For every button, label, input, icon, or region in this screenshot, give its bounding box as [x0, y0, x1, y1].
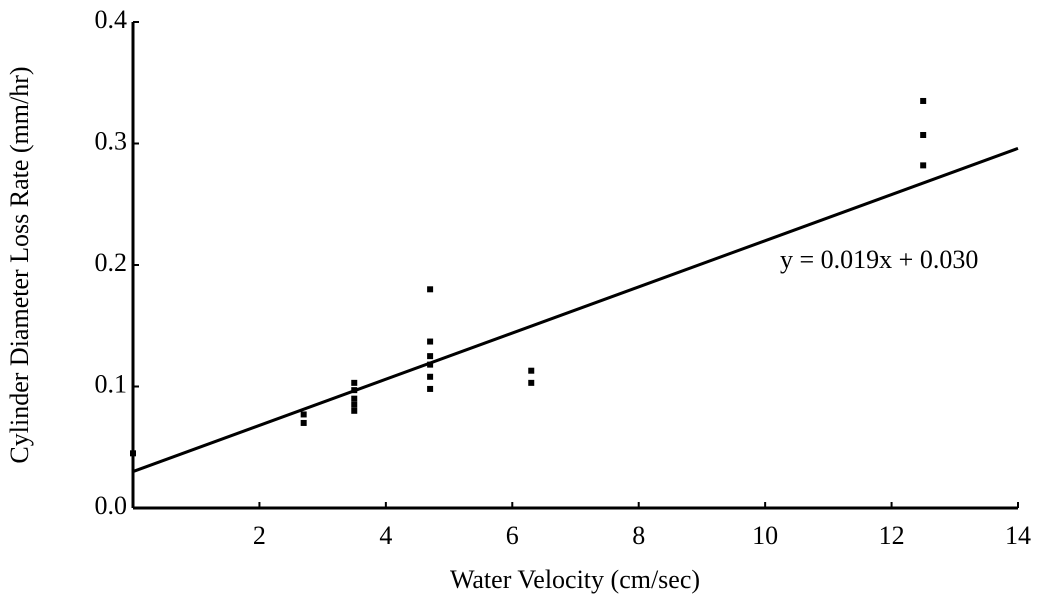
- point: [351, 387, 358, 394]
- point: [427, 361, 434, 368]
- x-tick-label: 12: [879, 521, 905, 550]
- point: [130, 450, 136, 457]
- y-tick-label: 0.0: [95, 491, 128, 520]
- point: [427, 286, 434, 293]
- y-tick-label: 0.4: [95, 5, 128, 34]
- point: [300, 411, 307, 418]
- x-tick-label: 8: [632, 521, 645, 550]
- point: [351, 401, 358, 408]
- x-tick-label: 2: [253, 521, 266, 550]
- point: [528, 379, 535, 386]
- point: [920, 131, 927, 138]
- point: [351, 407, 358, 414]
- point: [528, 367, 535, 374]
- fit-line: [132, 146, 1019, 473]
- point: [351, 379, 358, 386]
- point: [300, 419, 307, 426]
- point: [427, 338, 434, 345]
- x-tick-label: 10: [752, 521, 778, 550]
- annotation: y = 0.019x + 0.030: [780, 245, 978, 274]
- y-tick-label: 0.1: [95, 369, 128, 398]
- point: [920, 97, 927, 104]
- point: [920, 162, 927, 169]
- point: [427, 385, 434, 392]
- point: [427, 373, 434, 380]
- y-tick-label: 0.3: [95, 126, 128, 155]
- x-tick-label: 6: [506, 521, 519, 550]
- x-axis-label: Water Velocity (cm/sec): [450, 565, 700, 594]
- point: [351, 395, 358, 402]
- point: [427, 353, 434, 360]
- x-tick-label: 4: [379, 521, 392, 550]
- y-tick-label: 0.2: [95, 248, 128, 277]
- y-axis-label: Cylinder Diameter Loss Rate (mm/hr): [5, 66, 34, 463]
- x-tick-label: 14: [1005, 521, 1031, 550]
